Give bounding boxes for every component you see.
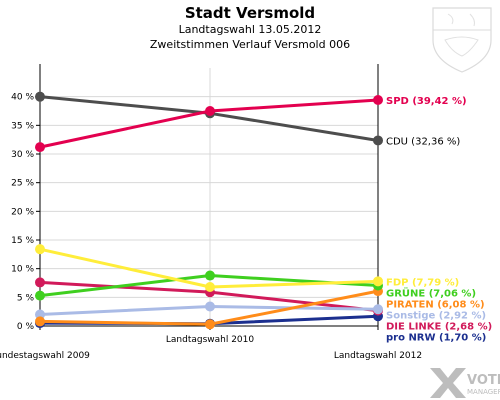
series-label-pro-nrw: pro NRW (1,70 %): [386, 332, 486, 343]
data-point-fdp: [35, 244, 45, 255]
x-mark-icon: [430, 368, 466, 398]
y-tick-label: 15 %: [11, 236, 34, 246]
chart-subtitle-election: Landtagswahl 13.05.2012: [179, 23, 322, 36]
series-label-piraten: PIRATEN (6,08 %): [386, 299, 485, 310]
data-point-spd: [205, 106, 215, 116]
y-tick-label: 30 %: [11, 150, 34, 160]
x-tick-label: Landtagswahl 2012: [334, 351, 422, 361]
data-point-cdu: [373, 135, 383, 146]
data-point-gruene: [35, 290, 45, 301]
series-label-fdp: FDP (7,79 %): [386, 277, 459, 288]
y-tick-label: 10 %: [11, 265, 34, 275]
data-point-sonstige: [373, 304, 383, 315]
data-point-piraten: [205, 319, 215, 330]
y-tick-label: 35 %: [11, 121, 34, 131]
data-point-sonstige: [205, 301, 215, 312]
data-point-spd: [35, 142, 45, 153]
series-label-spd: SPD (39,42 %): [386, 96, 467, 107]
series-label-cdu: CDU (32,36 %): [386, 136, 460, 147]
series-label-sonstige: Sonstige (2,92 %): [386, 310, 486, 321]
data-point-sonstige: [35, 309, 45, 320]
series-label-gruene: GRÜNE (7,06 %): [386, 285, 476, 299]
data-point-cdu: [35, 91, 45, 102]
x-tick-label: Bundestagswahl 2009: [0, 351, 90, 361]
data-point-piraten: [35, 316, 45, 327]
end-labels: SPD (39,42 %) CDU (32,36 %) FDP (7,79 %)GR…: [386, 96, 492, 343]
data-point-fdp: [205, 282, 215, 293]
x-tick-label: Landtagswahl 2010: [166, 335, 255, 345]
logo-line2: MANAGER: [467, 388, 500, 396]
y-tick-label: 20 %: [11, 207, 34, 217]
chart-title: Stadt Versmold: [185, 4, 315, 22]
votemanager-logo: VOTE MANAGER: [430, 368, 500, 398]
coat-of-arms-icon: [432, 7, 492, 73]
data-point-fdp: [373, 276, 383, 287]
logo-line1: VOTE: [467, 373, 500, 388]
data-point-die-linke: [35, 277, 45, 288]
data-point-gruene: [205, 270, 215, 281]
y-tick-label: 5 %: [17, 293, 35, 303]
y-tick-label: 25 %: [11, 179, 34, 189]
y-tick-label: 0 %: [17, 322, 35, 332]
chart-subtitle-description: Zweitstimmen Verlauf Versmold 006: [150, 38, 350, 51]
y-tick-label: 40 %: [11, 93, 34, 103]
data-point-spd: [373, 94, 383, 105]
series-group: [35, 91, 383, 330]
series-label-die-linke: DIE LINKE (2,68 %): [386, 321, 492, 332]
